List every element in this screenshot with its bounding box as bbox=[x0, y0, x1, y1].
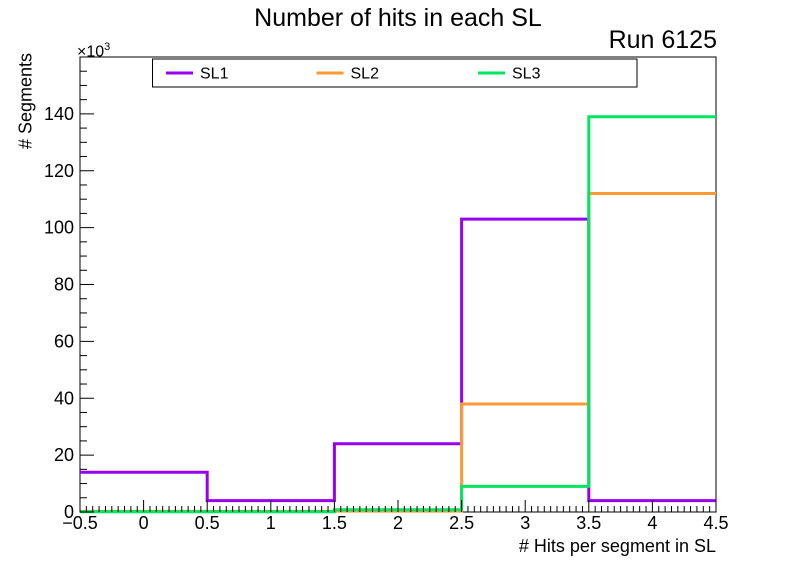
series-line-sl3 bbox=[80, 115, 716, 514]
y-tick-label: 100 bbox=[44, 218, 74, 238]
x-tick-label: 4 bbox=[647, 513, 657, 533]
x-tick-label: 3 bbox=[520, 513, 530, 533]
x-tick-label: 2.5 bbox=[449, 513, 474, 533]
run-annotation: Run 6125 bbox=[608, 26, 717, 54]
chart-title: Number of hits in each SL bbox=[254, 4, 542, 32]
y-axis-multiplier: ×103 bbox=[77, 39, 110, 60]
x-tick-label: −0.5 bbox=[62, 513, 98, 533]
legend-label-sl1: SL1 bbox=[200, 66, 229, 83]
y-tick-label: 40 bbox=[54, 388, 74, 408]
x-axis-title: # Hits per segment in SL bbox=[518, 536, 716, 556]
y-tick-label: 20 bbox=[54, 445, 74, 465]
legend-box bbox=[152, 58, 638, 88]
series-line-sl1 bbox=[80, 217, 716, 503]
series-line-sl2 bbox=[80, 192, 716, 513]
x-tick-label: 2 bbox=[393, 513, 403, 533]
y-tick-label: 140 bbox=[44, 104, 74, 124]
x-tick-label: 1 bbox=[266, 513, 276, 533]
y-axis-multiplier-exponent: 3 bbox=[104, 41, 111, 53]
legend-label-sl3: SL3 bbox=[512, 66, 541, 83]
x-tick-label: 4.5 bbox=[703, 513, 728, 533]
x-tick-label: 0 bbox=[139, 513, 149, 533]
y-tick-label: 60 bbox=[54, 331, 74, 351]
x-tick-label: 1.5 bbox=[322, 513, 347, 533]
y-axis-multiplier-base: ×10 bbox=[77, 43, 105, 61]
x-tick-label: 0.5 bbox=[195, 513, 220, 533]
legend-label-sl2: SL2 bbox=[351, 66, 380, 83]
y-tick-label: 120 bbox=[44, 161, 74, 181]
y-tick-label: 0 bbox=[64, 502, 74, 522]
x-tick-label: 3.5 bbox=[576, 513, 601, 533]
y-tick-label: 80 bbox=[54, 275, 74, 295]
